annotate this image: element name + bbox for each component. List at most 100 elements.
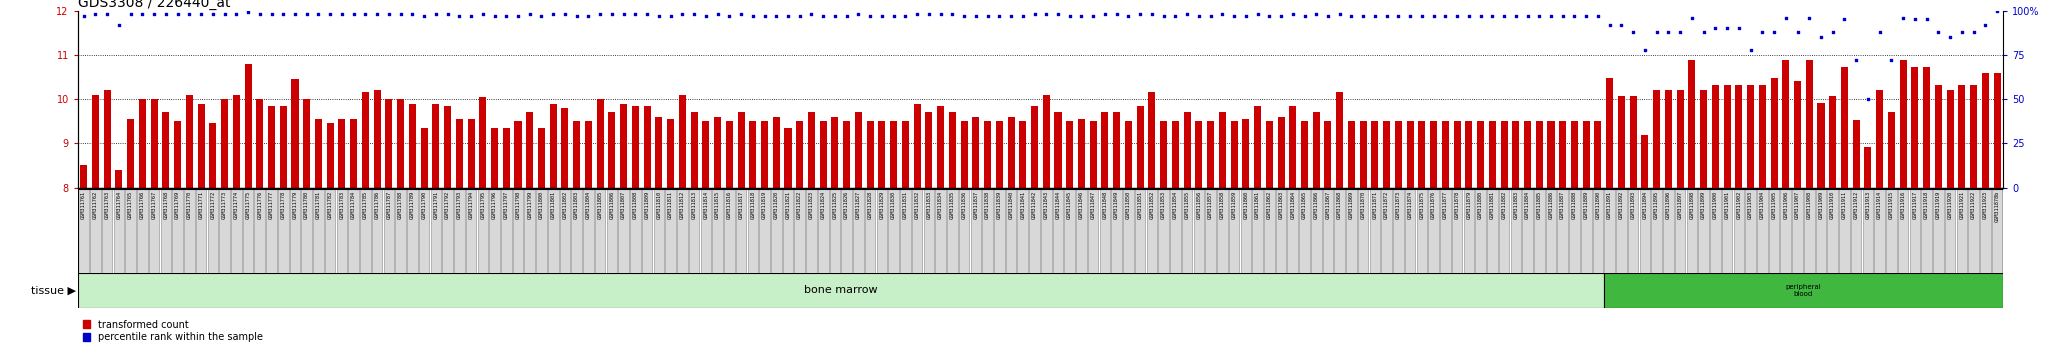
FancyBboxPatch shape [420,188,430,275]
Point [502,13,535,19]
FancyBboxPatch shape [1792,188,1802,275]
FancyBboxPatch shape [946,188,958,275]
FancyBboxPatch shape [1323,188,1333,275]
Text: GSM311912: GSM311912 [1853,191,1860,219]
Text: GSM311824: GSM311824 [821,191,825,219]
FancyBboxPatch shape [1688,188,1698,275]
Point [1534,13,1567,19]
Point [1653,29,1686,35]
Bar [678,95,686,188]
Point [1898,17,1931,22]
FancyBboxPatch shape [1710,188,1720,275]
FancyBboxPatch shape [1933,188,1944,275]
FancyBboxPatch shape [971,188,981,275]
FancyBboxPatch shape [1628,188,1638,275]
Point [1395,13,1427,19]
Text: GSM311762: GSM311762 [92,191,98,219]
Text: GSM311844: GSM311844 [1055,191,1061,219]
Point [807,13,840,19]
Bar [338,119,346,188]
FancyBboxPatch shape [125,188,135,275]
Bar [1030,106,1038,188]
Bar [1313,113,1319,188]
Bar [1300,121,1309,188]
FancyBboxPatch shape [1122,188,1135,275]
Point [1817,29,1849,35]
Point [1417,13,1450,19]
Point [1792,15,1825,21]
FancyBboxPatch shape [748,188,758,275]
Point [244,11,276,17]
Point [1042,11,1075,17]
FancyBboxPatch shape [618,188,629,275]
Bar [1782,60,1790,188]
FancyBboxPatch shape [700,188,711,275]
Point [1968,22,2001,28]
Text: GSM311865: GSM311865 [1303,191,1307,219]
Point [162,11,195,17]
Point [1065,13,1098,19]
FancyBboxPatch shape [78,188,88,275]
Point [184,11,217,17]
Point [1524,13,1556,19]
FancyBboxPatch shape [1346,188,1356,275]
FancyBboxPatch shape [1651,188,1661,275]
Text: GSM311911: GSM311911 [1841,191,1847,219]
Bar [1864,147,1872,188]
FancyBboxPatch shape [266,188,276,275]
Point [1348,13,1380,19]
Point [467,11,500,17]
FancyBboxPatch shape [1217,188,1227,275]
FancyBboxPatch shape [584,188,594,275]
Bar [1124,121,1133,188]
Text: GSM311902: GSM311902 [1737,191,1741,219]
FancyBboxPatch shape [1851,188,1862,275]
Point [725,11,758,17]
Text: GSM311878b: GSM311878b [1995,191,1999,222]
FancyBboxPatch shape [1030,188,1040,275]
Text: GSM311825: GSM311825 [831,191,838,219]
FancyBboxPatch shape [1229,188,1239,275]
FancyBboxPatch shape [1593,188,1604,275]
Point [1782,29,1815,35]
Text: GSM311801: GSM311801 [551,191,555,219]
Bar [1335,92,1343,188]
Point [1663,29,1696,35]
Bar [197,103,205,188]
Bar [1137,106,1143,188]
Point [231,10,264,15]
Text: GSM311858: GSM311858 [1221,191,1225,219]
Bar [186,95,193,188]
Bar [1501,121,1507,188]
Text: GSM311868: GSM311868 [1337,191,1341,219]
Bar [1442,121,1448,188]
Text: GSM311821: GSM311821 [786,191,791,219]
Text: GSM311861: GSM311861 [1255,191,1260,219]
Bar [1382,121,1391,188]
Text: GSM311803: GSM311803 [573,191,580,219]
Bar [1618,96,1624,188]
FancyBboxPatch shape [864,188,874,275]
Point [197,11,229,17]
Bar [467,119,475,188]
Bar [621,103,627,188]
Text: GSM311814: GSM311814 [702,191,709,219]
Bar [1712,85,1718,188]
Bar [1923,67,1929,188]
Text: GSM311766: GSM311766 [139,191,145,219]
FancyBboxPatch shape [1640,188,1651,275]
Text: GSM311765: GSM311765 [129,191,133,219]
Point [80,11,113,17]
Point [1511,13,1544,19]
Bar [256,99,264,188]
Bar [715,117,721,188]
Point [1382,13,1415,19]
Bar [162,113,170,188]
Point [913,11,946,17]
Text: GSM311889: GSM311889 [1583,191,1589,219]
FancyBboxPatch shape [1112,188,1122,275]
Text: GSM311772: GSM311772 [211,191,215,219]
FancyBboxPatch shape [1757,188,1767,275]
FancyBboxPatch shape [666,188,676,275]
Bar [690,113,698,188]
